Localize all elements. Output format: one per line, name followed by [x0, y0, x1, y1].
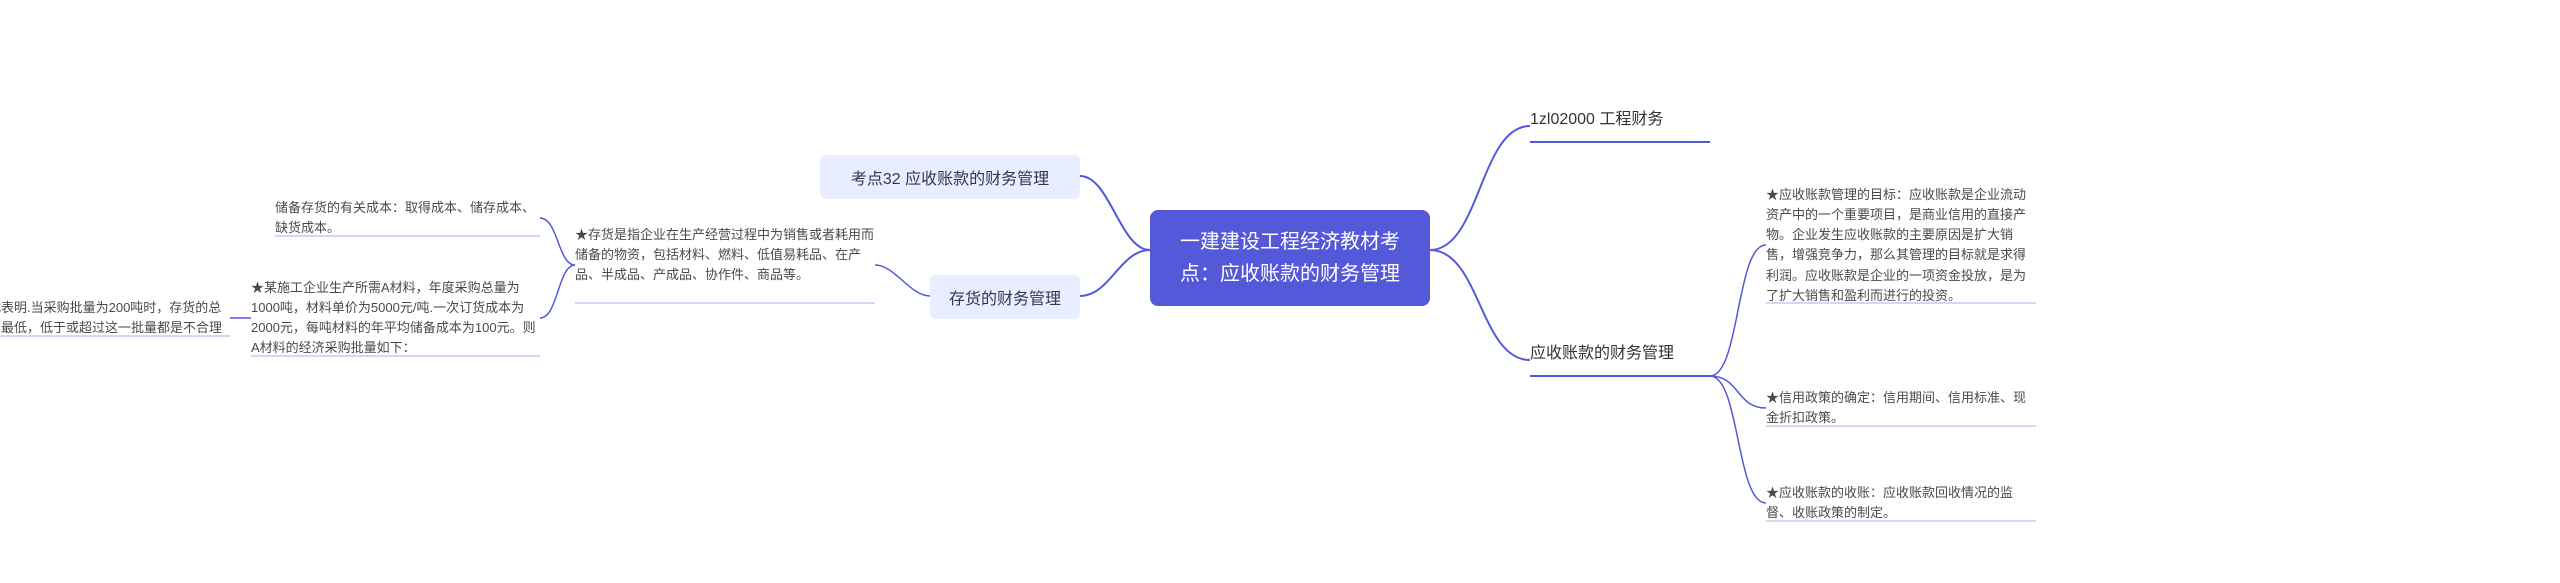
leaf-conclusion-text: 上式表明.当采购批量为200吨时，存货的总成本最低，低于或超过这一批量都是不合理… — [0, 298, 230, 358]
leaf-credit-policy-text: ★信用政策的确定：信用期间、信用标准、现金折扣政策。 — [1766, 388, 2036, 428]
leaf-ar-goal-text: ★应收账款管理的目标：应收账款是企业流动资产中的一个重要项目，是商业信用的直接产… — [1766, 185, 2036, 306]
topic-right-1[interactable]: 1zl02000 工程财务 — [1530, 108, 1730, 133]
topic-right-1-label: 1zl02000 工程财务 — [1530, 108, 1663, 133]
root-label: 一建建设工程经济教材考点：应收账款的财务管理 — [1172, 226, 1408, 290]
topic-left-1-label: 考点32 应收账款的财务管理 — [851, 165, 1049, 189]
leaf-collection-text: ★应收账款的收账：应收账款回收情况的监督、收账政策的制定。 — [1766, 483, 2036, 523]
topic-right-2[interactable]: 应收账款的财务管理 — [1530, 342, 1730, 367]
leaf-collection: ★应收账款的收账：应收账款回收情况的监督、收账政策的制定。 — [1766, 483, 2036, 523]
leaf-ar-goal: ★应收账款管理的目标：应收账款是企业流动资产中的一个重要项目，是商业信用的直接产… — [1766, 185, 2036, 306]
topic-left-1[interactable]: 考点32 应收账款的财务管理 — [820, 155, 1080, 199]
leaf-example-calc: ★某施工企业生产所需A材料，年度采购总量为1000吨，材料单价为5000元/吨.… — [251, 278, 541, 359]
root-node[interactable]: 一建建设工程经济教材考点：应收账款的财务管理 — [1150, 210, 1430, 306]
leaf-cost-types: 储备存货的有关成本：取得成本、储存成本、缺货成本。 — [275, 198, 540, 238]
leaf-cost-types-text: 储备存货的有关成本：取得成本、储存成本、缺货成本。 — [275, 198, 540, 238]
leaf-inventory-def: ★存货是指企业在生产经营过程中为销售或者耗用而储备的物资，包括材料、燃料、低值易… — [575, 225, 875, 285]
leaf-inventory-def-text: ★存货是指企业在生产经营过程中为销售或者耗用而储备的物资，包括材料、燃料、低值易… — [575, 225, 875, 285]
mindmap-canvas: 一建建设工程经济教材考点：应收账款的财务管理 考点32 应收账款的财务管理 存货… — [0, 0, 2560, 583]
topic-left-2-label: 存货的财务管理 — [949, 285, 1061, 309]
leaf-credit-policy: ★信用政策的确定：信用期间、信用标准、现金折扣政策。 — [1766, 388, 2036, 428]
leaf-conclusion: 上式表明.当采购批量为200吨时，存货的总成本最低，低于或超过这一批量都是不合理… — [0, 298, 230, 358]
topic-right-2-label: 应收账款的财务管理 — [1530, 342, 1674, 367]
topic-left-2[interactable]: 存货的财务管理 — [930, 275, 1080, 319]
leaf-example-calc-text: ★某施工企业生产所需A材料，年度采购总量为1000吨，材料单价为5000元/吨.… — [251, 278, 541, 359]
